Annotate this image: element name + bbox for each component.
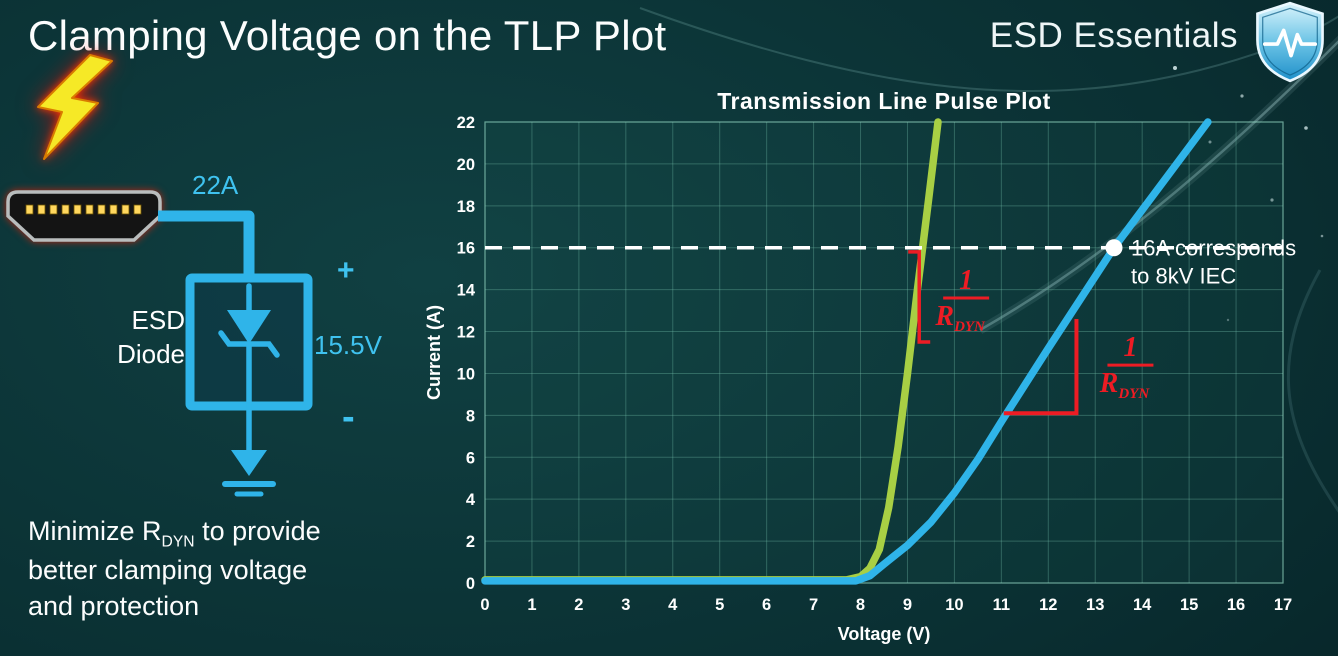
y-tick-label: 8 (466, 407, 475, 425)
x-tick-label: 1 (527, 596, 536, 614)
minus-polarity-label: - (342, 396, 355, 438)
y-tick-label: 10 (457, 365, 475, 383)
x-tick-label: 15 (1180, 596, 1198, 614)
x-tick-label: 3 (621, 596, 630, 614)
footer-line3: and protection (28, 591, 200, 622)
blue-curve-high-rdyn (481, 118, 1212, 585)
x-tick-label: 12 (1039, 596, 1057, 614)
surge-wire (158, 210, 255, 282)
hdmi-connector-icon (6, 190, 162, 242)
tlp-chart: 0 1 2 3 4 5 6 7 8 9 10 11 12 13 14 15 16 1702468101214161… (424, 88, 1296, 644)
green-rdyn-label-numerator: 1 (959, 265, 973, 296)
ground-symbol (222, 450, 276, 497)
blue-rdyn-label-numerator: 1 (1123, 332, 1137, 363)
pulse-line-icon (1262, 28, 1318, 58)
page-title: Clamping Voltage on the TLP Plot (28, 12, 667, 59)
y-tick-label: 18 (457, 198, 475, 216)
x-tick-label: 0 (480, 596, 489, 614)
tlp-chart-area: 0 1 2 3 4 5 6 7 8 9 10 11 12 13 14 15 16 17 0 2 4 6 8 10 12 14 16 1… (420, 88, 1338, 656)
x-tick-label: 7 (809, 596, 818, 614)
y-tick-label: 12 (457, 324, 475, 342)
y-tick-label: 4 (466, 491, 476, 509)
y-tick-label: 16 (457, 240, 475, 258)
x-tick-label: 10 (945, 596, 963, 614)
x-tick-label: 16 (1227, 596, 1245, 614)
x-axis-label: Voltage (V) (838, 624, 931, 644)
y-tick-label: 6 (466, 449, 475, 467)
brand-title: ESD Essentials (989, 16, 1238, 55)
x-tick-label: 2 (574, 596, 583, 614)
x-tick-label: 14 (1133, 596, 1152, 614)
x-tick-label: 6 (762, 596, 771, 614)
footer-line1-prefix: Minimize R (28, 516, 162, 546)
component-name-line1: ESD (131, 305, 185, 335)
zener-diode-symbol (218, 283, 280, 453)
y-tick-label: 2 (466, 533, 475, 551)
x-tick-label: 8 (856, 596, 865, 614)
y-tick-label: 20 (457, 156, 475, 174)
y-axis-label: Current (A) (424, 305, 444, 400)
plus-polarity-label: + (337, 254, 355, 287)
shield-inner-line (1262, 7, 1318, 76)
x-tick-label: 13 (1086, 596, 1104, 614)
component-name-line2: Diode (117, 339, 185, 370)
x-tick-label: 4 (668, 596, 678, 614)
y-tick-label: 14 (457, 282, 476, 300)
hdmi-pins (25, 204, 142, 215)
footer-rdyn-subscript: DYN (161, 533, 195, 551)
esd-circuit-diagram (6, 54, 313, 497)
x-tick-label: 17 (1274, 596, 1292, 614)
chart-title: Transmission Line Pulse Plot (717, 88, 1051, 114)
footer-note: Minimize RDYN to provide better clamping… (28, 514, 321, 625)
green-slope-bracket (908, 250, 931, 344)
y-tick-label: 22 (457, 114, 475, 132)
x-tick-label: 5 (715, 596, 724, 614)
footer-line1-suffix: to provide (194, 516, 321, 546)
x-tick-label: 11 (993, 596, 1010, 614)
component-name-label: ESD Diode (85, 303, 185, 372)
y-tick-label: 0 (466, 575, 475, 593)
surge-current-label: 22A (192, 170, 239, 200)
blue-slope-legs (1003, 318, 1079, 416)
iec-marker-dot (1105, 239, 1123, 257)
shield-pulse-icon (1256, 1, 1324, 83)
shield-shape (1256, 1, 1324, 83)
clamp-voltage-label: 15.5V (314, 330, 382, 360)
lightning-bolt-icon (37, 54, 113, 160)
footer-line2: better clamping voltage (28, 555, 308, 586)
x-tick-label: 9 (903, 596, 912, 614)
marker-label-line2: to 8kV IEC (1131, 264, 1236, 289)
marker-label-line1: 16A corresponds (1131, 236, 1296, 261)
footer-line1: Minimize RDYN to provide (28, 514, 321, 553)
